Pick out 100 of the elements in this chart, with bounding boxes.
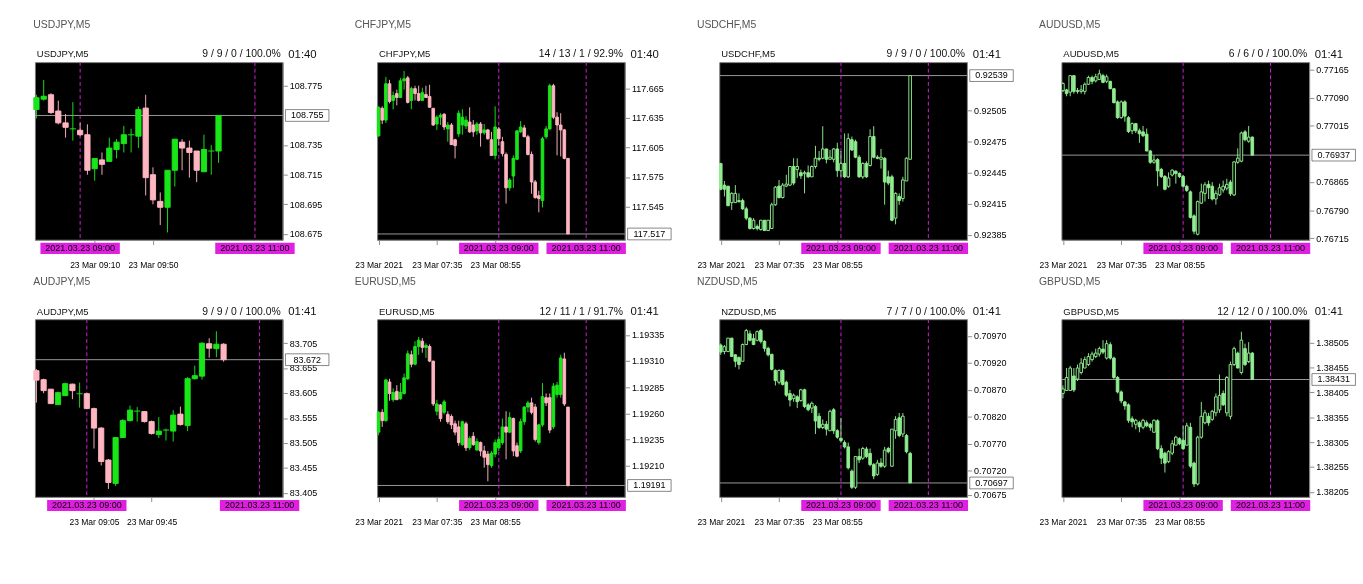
candlestick — [726, 185, 730, 207]
chart-title: CHFJPY,M5 — [354, 19, 412, 31]
ref-line-label: 2021.03.23 11:00 — [893, 500, 963, 511]
candlestick — [839, 150, 843, 178]
chart-title: EURUSD,M5 — [354, 276, 417, 288]
y-tick-label: 0.70870 — [974, 385, 1007, 396]
x-tick-label: 23 Mar 07:35 — [754, 516, 805, 527]
chart-title: AUDUSD,M5 — [1039, 19, 1101, 31]
candlestick — [413, 85, 417, 101]
x-tick-label: 23 Mar 08:55 — [470, 259, 521, 270]
text: 01:40 — [288, 48, 317, 61]
y-tick-label: 1.38455 — [1316, 362, 1349, 373]
x-tick-label: 23 Mar 07:35 — [1096, 259, 1147, 270]
candlestick — [1101, 339, 1105, 355]
x-tick-label: 23 Mar 2021 — [355, 259, 404, 270]
y-tick-label: 117.605 — [631, 142, 664, 153]
text: USDJPY,M5 — [36, 48, 89, 60]
candlestick — [456, 109, 461, 138]
y-tick-label: 0.92445 — [974, 168, 1007, 179]
candlestick — [831, 407, 836, 435]
y-tick-label: 1.38405 — [1316, 387, 1349, 398]
y-tick-label: 0.70675 — [974, 490, 1007, 501]
ref-line-label: 2021.03.23 11:00 — [220, 243, 290, 254]
text: USDCHF,M5 — [721, 48, 776, 60]
y-tick-label: 0.76790 — [1316, 205, 1349, 216]
ref-line-label: 2021.03.23 09:00 — [1148, 500, 1219, 511]
candlestick — [504, 410, 508, 460]
y-tick-label: 83.555 — [289, 413, 318, 424]
y-tick-label: 108.675 — [289, 229, 323, 240]
text: AUDUSD,M5 — [1063, 48, 1119, 60]
ref-line-label: 1.19191 — [633, 480, 666, 491]
y-tick-label: 117.665 — [631, 83, 664, 94]
ref-line-label: 2021.03.23 09:00 — [51, 500, 122, 511]
x-tick-label: 23 Mar 2021 — [1039, 259, 1088, 270]
y-tick-label: 0.77015 — [1316, 121, 1349, 132]
y-tick-label: 0.70920 — [974, 358, 1007, 369]
ref-line-label: 108.755 — [290, 110, 324, 121]
candlestick — [1072, 367, 1076, 393]
ref-line-label: 2021.03.23 11:00 — [551, 500, 621, 511]
text: 9 / 9 / 0 / 100.0% — [886, 48, 966, 60]
ref-line-label: 2021.03.23 09:00 — [806, 500, 876, 511]
text: 9 / 9 / 0 / 100.0% — [202, 48, 281, 60]
text: GBPUSD,M5 — [1063, 305, 1119, 317]
text: 01:41 — [972, 305, 1001, 318]
ref-line-label: 2021.03.23 11:00 — [1235, 500, 1306, 511]
candlestick — [69, 101, 76, 142]
y-tick-label: 0.76865 — [1316, 177, 1349, 188]
text: 01:41 — [288, 305, 317, 318]
candlestick — [446, 121, 450, 143]
x-tick-label: 23 Mar 07:35 — [412, 516, 463, 527]
candlestick — [828, 409, 832, 432]
y-tick-label: 108.775 — [289, 81, 323, 92]
y-tick-label: 1.38355 — [1316, 412, 1349, 423]
y-tick-label: 117.545 — [631, 201, 664, 212]
y-tick-label: 83.405 — [289, 488, 318, 499]
y-tick-label: 83.455 — [289, 463, 318, 474]
y-tick-label: 0.92475 — [974, 137, 1007, 148]
candlestick — [91, 157, 98, 182]
ref-line-label: 2021.03.23 09:00 — [806, 243, 876, 254]
x-tick-label: 23 Mar 09:50 — [128, 259, 179, 270]
ref-line-label: 117.517 — [633, 228, 666, 239]
x-tick-label: 23 Mar 2021 — [697, 516, 746, 527]
ref-line-label: 83.672 — [293, 354, 321, 365]
y-tick-label: 117.635 — [631, 113, 664, 124]
y-tick-label: 83.605 — [289, 388, 318, 399]
text: 01:41 — [1314, 305, 1344, 318]
y-tick-label: 0.92505 — [974, 106, 1007, 117]
candlestick — [897, 412, 902, 438]
ref-line-label: 2021.03.23 09:00 — [1148, 243, 1219, 254]
y-tick-label: 0.77090 — [1316, 93, 1349, 104]
y-tick-label: 108.695 — [289, 199, 323, 210]
x-tick-label: 23 Mar 08:55 — [470, 516, 521, 527]
candlestick — [1203, 181, 1207, 203]
candlestick — [460, 420, 465, 447]
text: 9 / 9 / 0 / 100.0% — [202, 305, 281, 317]
y-tick-label: 0.92415 — [974, 199, 1007, 210]
candlestick — [157, 192, 164, 226]
y-tick-label: 83.705 — [289, 338, 318, 349]
text: NZDUSD,M5 — [721, 305, 777, 317]
x-tick-label: 23 Mar 07:35 — [754, 259, 805, 270]
y-tick-label: 1.19210 — [631, 460, 665, 471]
chart-title: USDCHF,M5 — [696, 19, 757, 31]
candlestick — [177, 406, 184, 427]
ref-line-label: 2021.03.23 11:00 — [893, 243, 963, 254]
candlestick — [413, 340, 417, 366]
x-tick-label: 23 Mar 2021 — [1039, 516, 1088, 527]
y-tick-label: 0.70820 — [974, 412, 1007, 423]
y-tick-label: 83.505 — [289, 438, 318, 449]
ref-line-label: 0.92539 — [975, 70, 1008, 81]
x-tick-label: 23 Mar 2021 — [355, 516, 404, 527]
ref-line-label: 1.38431 — [1317, 374, 1350, 385]
ref-line-label: 2021.03.23 09:00 — [463, 243, 534, 254]
y-tick-label: 0.77165 — [1316, 64, 1349, 75]
y-tick-label: 1.19335 — [631, 330, 665, 341]
chart-title: AUDJPY,M5 — [33, 276, 91, 288]
y-tick-label: 1.38305 — [1316, 437, 1349, 448]
y-tick-label: 1.19260 — [631, 408, 665, 419]
y-tick-label: 0.92385 — [974, 230, 1007, 241]
text: 01:41 — [630, 305, 659, 318]
candlestick — [820, 125, 825, 160]
